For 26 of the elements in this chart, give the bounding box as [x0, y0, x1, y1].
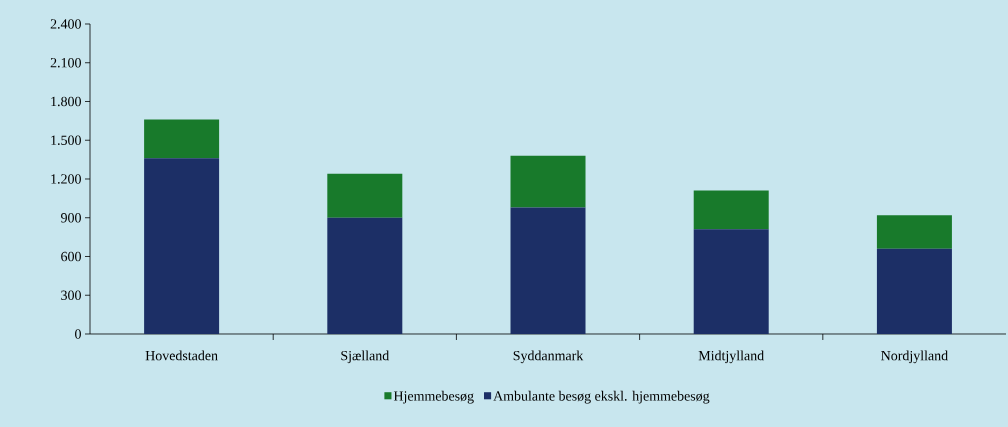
y-tick-label: 1.200 — [51, 174, 81, 184]
legend-label: Ambulante besøg ekskl. hjemmebesøg — [493, 390, 710, 404]
y-tick-label: 600 — [61, 251, 81, 262]
bar — [876, 248, 952, 334]
bar — [510, 155, 586, 208]
bar — [327, 217, 403, 334]
bar — [693, 229, 769, 334]
y-tick-label: 2.400 — [50, 19, 81, 29]
bar — [144, 158, 220, 334]
y-tick-label: 900 — [61, 213, 81, 223]
x-tick-label: Nordjylland — [881, 350, 948, 364]
x-tick-label: Hovedstaden — [145, 350, 218, 361]
bar — [327, 173, 403, 218]
x-tick-label: Sjælland — [341, 350, 390, 364]
x-tick-label: Midtjylland — [698, 350, 764, 364]
x-tick-label: Syddanmark — [513, 350, 584, 364]
y-tick-label: 300 — [61, 290, 81, 300]
bar — [693, 190, 769, 230]
y-tick-label: 0 — [75, 329, 81, 339]
y-tick-label: 1.500 — [51, 135, 81, 145]
bar — [876, 215, 952, 249]
bar — [510, 207, 586, 334]
y-tick-label: 2.100 — [50, 58, 81, 68]
y-tick-label: 1.800 — [51, 96, 81, 107]
bar — [144, 119, 220, 159]
legend-label: Hjemmebesøg — [393, 390, 474, 404]
